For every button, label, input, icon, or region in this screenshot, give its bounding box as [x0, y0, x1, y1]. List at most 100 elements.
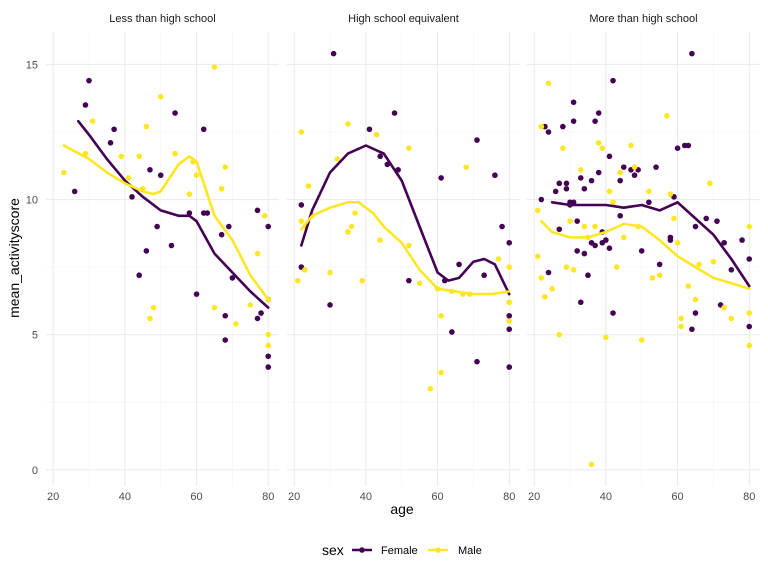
- data-point-male: [373, 131, 380, 138]
- data-point-male: [563, 264, 570, 270]
- data-point-female: [577, 175, 584, 181]
- data-point-male: [438, 369, 444, 376]
- gridlines: [287, 32, 520, 486]
- data-point-female: [229, 275, 236, 281]
- data-point-female: [560, 123, 566, 130]
- x-tick-label: 60: [190, 491, 202, 503]
- data-point-male: [567, 218, 573, 224]
- data-point-male: [334, 156, 340, 162]
- data-point-male: [186, 191, 193, 197]
- legend-female-label: Female: [381, 545, 418, 557]
- data-point-male: [150, 304, 157, 311]
- y-axis-title: mean_activityscore: [6, 198, 22, 318]
- data-point-male: [707, 180, 713, 187]
- data-point-male: [305, 183, 312, 189]
- data-point-male: [506, 318, 513, 324]
- x-axis-title: age: [390, 501, 414, 517]
- y-tick-label: 0: [32, 465, 38, 477]
- data-point-female: [728, 267, 735, 273]
- data-point-male: [746, 223, 753, 230]
- data-point-male: [746, 310, 753, 316]
- data-point-male: [617, 169, 623, 176]
- data-point-female: [703, 215, 710, 222]
- y-tick-label: 5: [32, 330, 38, 342]
- smooth-line-male: [540, 219, 751, 290]
- data-point-male: [556, 331, 563, 338]
- data-point-female: [265, 223, 272, 230]
- data-point-male: [294, 277, 301, 284]
- data-point-male: [327, 269, 333, 276]
- data-point-male: [599, 145, 606, 152]
- data-point-male: [136, 153, 142, 160]
- data-point-female: [222, 337, 229, 343]
- data-point-male: [406, 242, 412, 249]
- data-point-male: [646, 188, 652, 195]
- data-point-female: [506, 239, 513, 246]
- data-point-female: [506, 326, 513, 333]
- facet-strip-label: Less than high school: [109, 13, 215, 25]
- data-point-male: [603, 334, 609, 341]
- data-point-male: [143, 123, 150, 130]
- data-point-female: [129, 194, 135, 200]
- data-point-female: [620, 164, 627, 170]
- data-point-female: [581, 250, 588, 257]
- data-point-male: [656, 272, 663, 279]
- data-point-female: [258, 310, 264, 316]
- data-point-female: [265, 364, 272, 370]
- data-point-female: [646, 199, 652, 206]
- data-point-male: [545, 80, 552, 87]
- data-point-female: [570, 118, 577, 124]
- data-point-female: [222, 312, 229, 319]
- data-point-female: [610, 77, 616, 84]
- data-point-male: [211, 64, 218, 70]
- data-point-female: [585, 272, 591, 279]
- data-point-female: [456, 261, 462, 268]
- data-point-male: [254, 250, 261, 257]
- data-point-female: [111, 126, 117, 133]
- data-point-male: [570, 267, 577, 273]
- data-point-male: [678, 323, 684, 330]
- data-point-female: [656, 261, 663, 268]
- data-point-male: [427, 385, 434, 392]
- data-point-female: [653, 164, 659, 170]
- facet-panel: Less than high school 20 40 60 80: [46, 13, 279, 503]
- data-point-female: [147, 167, 153, 173]
- data-point-male: [406, 145, 412, 152]
- data-point-male: [265, 331, 272, 338]
- data-point-female: [689, 326, 695, 333]
- data-point-female: [366, 126, 373, 133]
- data-point-female: [168, 242, 175, 249]
- data-point-female: [638, 248, 645, 254]
- x-tick-label: 80: [262, 491, 274, 503]
- data-point-female: [406, 277, 412, 284]
- data-point-female: [603, 237, 609, 243]
- data-point-female: [186, 210, 193, 216]
- smooth-line-male: [62, 144, 270, 301]
- data-point-female: [538, 196, 545, 203]
- data-point-male: [352, 210, 358, 216]
- data-point-female: [563, 180, 570, 187]
- x-tick-label: 40: [600, 491, 612, 503]
- y-axis: 0 5 10 15: [26, 59, 38, 476]
- x-tick-label: 20: [288, 491, 300, 503]
- smooth-line-female: [77, 119, 270, 309]
- data-point-male: [721, 304, 727, 311]
- data-point-male: [416, 280, 423, 287]
- data-point-male: [157, 94, 164, 100]
- data-point-female: [570, 199, 577, 206]
- legend-title: sex: [322, 542, 344, 558]
- data-point-male: [588, 461, 595, 468]
- data-point-male: [534, 207, 541, 214]
- data-point-male: [377, 237, 384, 243]
- data-point-female: [606, 245, 613, 251]
- data-point-male: [649, 275, 656, 281]
- x-tick-label: 20: [528, 491, 540, 503]
- data-point-female: [82, 102, 89, 108]
- data-point-male: [549, 285, 555, 292]
- data-point-male: [696, 261, 702, 268]
- points-female: [298, 50, 513, 370]
- data-point-male: [147, 315, 153, 322]
- data-point-female: [552, 188, 559, 195]
- data-point-female: [685, 142, 692, 149]
- data-point-male: [710, 258, 717, 265]
